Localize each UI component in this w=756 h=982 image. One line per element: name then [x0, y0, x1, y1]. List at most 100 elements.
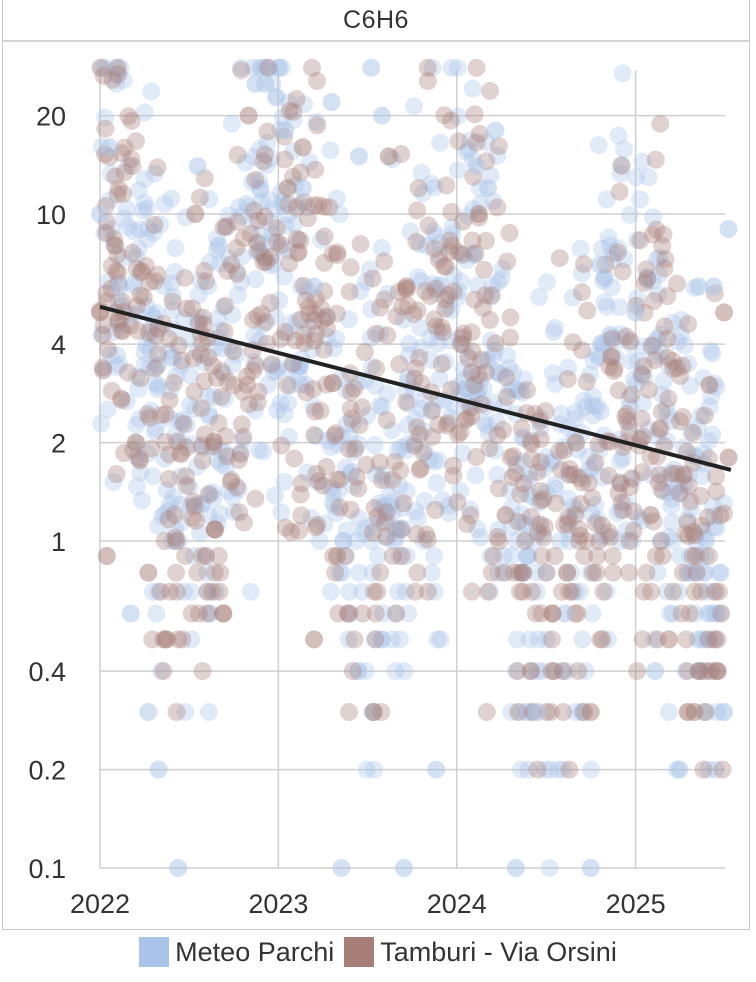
point-tamburi — [459, 349, 478, 368]
point-meteo-parchi — [108, 346, 126, 365]
point-tamburi — [246, 356, 265, 375]
point-meteo-parchi — [537, 563, 556, 582]
point-tamburi — [163, 292, 182, 311]
point-meteo-parchi — [378, 510, 397, 529]
point-meteo-parchi — [537, 448, 556, 466]
point-meteo-parchi — [251, 225, 270, 244]
point-meteo-parchi — [330, 563, 349, 582]
point-tamburi — [707, 662, 726, 681]
legend-item-meteo-parchi[interactable]: Meteo Parchi — [139, 937, 334, 968]
point-meteo-parchi — [544, 451, 563, 470]
point-tamburi — [418, 530, 437, 549]
point-meteo-parchi — [141, 340, 160, 358]
point-tamburi — [408, 301, 427, 320]
point-tamburi — [174, 414, 193, 433]
point-tamburi — [673, 356, 692, 375]
point-meteo-parchi — [181, 497, 200, 516]
point-tamburi — [587, 563, 606, 582]
point-tamburi — [102, 257, 121, 275]
point-tamburi — [687, 547, 706, 565]
point-tamburi — [112, 321, 131, 340]
point-tamburi — [618, 405, 636, 424]
point-tamburi — [462, 323, 481, 342]
point-tamburi — [695, 406, 714, 425]
point-meteo-parchi — [92, 414, 111, 433]
legend-item-tamburi[interactable]: Tamburi - Via Orsini — [344, 937, 617, 968]
point-meteo-parchi — [590, 441, 609, 459]
point-tamburi — [287, 90, 306, 108]
chart-title-bar: C6H6 — [2, 0, 750, 42]
point-tamburi — [197, 547, 215, 565]
point-meteo-parchi — [700, 397, 719, 416]
point-meteo-parchi — [110, 277, 129, 296]
point-meteo-parchi — [529, 493, 548, 512]
point-meteo-parchi — [181, 396, 200, 415]
point-tamburi — [650, 420, 668, 439]
point-meteo-parchi — [494, 547, 513, 565]
point-meteo-parchi — [707, 518, 726, 537]
point-tamburi — [341, 258, 360, 277]
point-meteo-parchi — [280, 427, 298, 446]
point-tamburi — [621, 332, 640, 350]
point-meteo-parchi — [691, 547, 710, 565]
point-tamburi — [658, 287, 677, 306]
point-tamburi — [306, 160, 325, 179]
point-meteo-parchi — [166, 239, 185, 257]
point-tamburi — [522, 434, 541, 453]
point-meteo-parchi — [145, 164, 164, 183]
point-meteo-parchi — [431, 133, 450, 152]
point-meteo-parchi — [337, 414, 356, 433]
point-tamburi — [601, 528, 620, 547]
x-tick-label: 2023 — [248, 889, 308, 919]
point-tamburi — [558, 563, 577, 582]
point-meteo-parchi — [394, 519, 413, 538]
point-tamburi — [465, 105, 484, 124]
point-tamburi — [709, 662, 728, 681]
point-tamburi — [224, 376, 243, 395]
point-tamburi — [317, 319, 336, 338]
point-tamburi — [567, 433, 585, 452]
point-meteo-parchi — [386, 662, 405, 681]
point-tamburi — [340, 282, 359, 301]
point-meteo-parchi — [111, 58, 130, 77]
point-meteo-parchi — [321, 582, 340, 601]
point-tamburi — [363, 269, 382, 288]
point-tamburi — [569, 662, 588, 681]
point-tamburi — [183, 299, 202, 318]
point-meteo-parchi — [133, 491, 151, 510]
point-meteo-parchi — [517, 516, 536, 535]
point-tamburi — [296, 291, 315, 310]
point-meteo-parchi — [332, 563, 351, 582]
point-tamburi — [668, 359, 687, 377]
point-meteo-parchi — [635, 368, 654, 387]
point-tamburi — [252, 304, 271, 323]
point-meteo-parchi — [688, 630, 707, 649]
point-meteo-parchi — [464, 246, 483, 265]
point-meteo-parchi — [169, 532, 188, 550]
point-tamburi — [406, 359, 425, 378]
point-meteo-parchi — [543, 364, 562, 383]
legend: Meteo Parchi Tamburi - Via Orsini — [0, 932, 756, 972]
point-meteo-parchi — [397, 547, 416, 565]
point-meteo-parchi — [163, 532, 182, 550]
point-meteo-parchi — [341, 604, 360, 623]
point-meteo-parchi — [362, 357, 381, 376]
point-tamburi — [571, 526, 590, 545]
point-tamburi — [168, 432, 187, 451]
point-meteo-parchi — [554, 760, 573, 779]
point-tamburi — [346, 439, 365, 458]
point-tamburi — [353, 398, 371, 417]
point-meteo-parchi — [642, 466, 660, 484]
y-tick-label: 4 — [51, 330, 66, 360]
point-meteo-parchi — [200, 405, 219, 424]
point-tamburi — [467, 58, 486, 77]
point-tamburi — [635, 273, 654, 292]
point-tamburi — [444, 282, 463, 301]
point-tamburi — [294, 193, 313, 211]
point-meteo-parchi — [213, 339, 232, 358]
point-tamburi — [579, 474, 598, 493]
point-tamburi — [577, 372, 596, 391]
point-meteo-parchi — [657, 432, 676, 451]
point-meteo-parchi — [366, 376, 385, 395]
